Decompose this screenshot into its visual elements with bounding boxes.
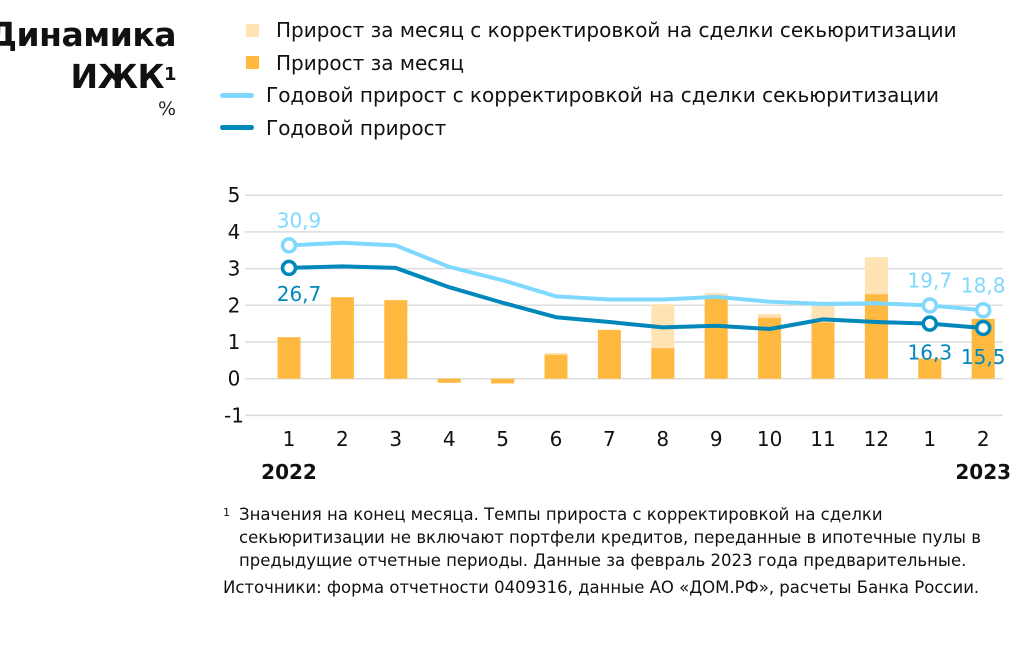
bar-monthly [758, 317, 782, 379]
legend-swatch [246, 56, 259, 70]
sources: Источники: форма отчетности 0409316, дан… [223, 578, 980, 597]
bar-monthly [651, 348, 675, 379]
data-label: 19,7 [908, 268, 953, 292]
legend: Прирост за месяц с корректировкой на сде… [220, 14, 957, 144]
legend-label: Прирост за месяц с корректировкой на сде… [276, 18, 957, 43]
legend-label: Прирост за месяц [276, 50, 464, 75]
legend-item-corrected-annual: Годовой прирост с корректировкой на сдел… [220, 79, 957, 112]
x-tick-label: 2 [977, 427, 990, 451]
x-tick-label: 9 [710, 427, 723, 451]
y-tick-label: -1 [224, 403, 244, 427]
bar-monthly [864, 294, 888, 379]
footnote: 1 Значения на конец месяца. Темпы прирост… [223, 503, 1003, 572]
y-tick-label: 0 [228, 367, 241, 391]
bar-monthly [330, 297, 354, 379]
bar-monthly [544, 354, 568, 379]
x-tick-label: 3 [389, 427, 402, 451]
bar-monthly [277, 337, 301, 379]
y-tick-label: 1 [228, 330, 241, 354]
title-line1: Динамика [0, 15, 177, 54]
legend-label: Годовой прирост с корректировкой на сдел… [266, 83, 939, 108]
legend-line [220, 92, 254, 98]
legend-item-corrected-monthly: Прирост за месяц с корректировкой на сде… [220, 14, 957, 47]
footnote-mark: 1 [223, 506, 230, 519]
bar-monthly [811, 322, 835, 379]
x-tick-label: 4 [443, 427, 456, 451]
line-marker [974, 319, 992, 337]
chart-title: Динамика ИЖК1 [0, 14, 177, 98]
x-tick-label: 6 [550, 427, 563, 451]
x-tick-label: 1 [923, 427, 936, 451]
data-label: 15,5 [961, 345, 1006, 369]
x-tick-label: 10 [757, 427, 782, 451]
year-label: 2023 [955, 460, 1011, 484]
x-tick-label: 1 [283, 427, 296, 451]
line-marker [280, 237, 298, 254]
line-annual [288, 264, 984, 332]
bar-monthly [437, 378, 461, 383]
line-annual-corrected [288, 240, 984, 313]
data-label: 18,8 [961, 273, 1006, 297]
title-footnote-mark: 1 [163, 64, 177, 85]
bar-monthly [384, 300, 408, 379]
line-marker [921, 297, 939, 314]
year-label: 2022 [261, 460, 317, 484]
x-tick-label: 8 [656, 427, 669, 451]
data-label: 26,7 [277, 282, 322, 306]
footnote-text: Значения на конец месяца. Темпы прироста… [239, 505, 981, 570]
bar-monthly [704, 296, 728, 379]
data-label: 30,9 [277, 208, 322, 232]
legend-swatch [246, 23, 259, 37]
legend-label: Годовой прирост [266, 115, 447, 140]
y-tick-label: 3 [228, 257, 241, 281]
y-tick-label: 5 [228, 183, 241, 207]
legend-item-monthly: Прирост за месяц [220, 47, 957, 80]
line-marker [921, 315, 939, 332]
line-marker [280, 259, 298, 277]
x-tick-label: 5 [496, 427, 509, 451]
y-tick-label: 4 [228, 220, 241, 244]
bar-monthly [918, 358, 942, 379]
x-tick-label: 7 [603, 427, 616, 451]
title-line2: ИЖК [70, 57, 164, 96]
line-marker [974, 302, 992, 319]
footnotes: 1 Значения на конец месяца. Темпы прирост… [223, 503, 1003, 599]
legend-item-annual: Годовой прирост [220, 112, 957, 145]
bar-monthly [597, 329, 621, 379]
bar-monthly [491, 378, 515, 384]
legend-line [220, 125, 254, 131]
data-label: 16,3 [908, 341, 953, 365]
x-tick-label: 11 [810, 427, 835, 451]
unit-label: % [157, 98, 176, 120]
y-tick-label: 2 [228, 293, 241, 317]
x-tick-label: 2 [336, 427, 349, 451]
x-tick-label: 12 [864, 427, 889, 451]
